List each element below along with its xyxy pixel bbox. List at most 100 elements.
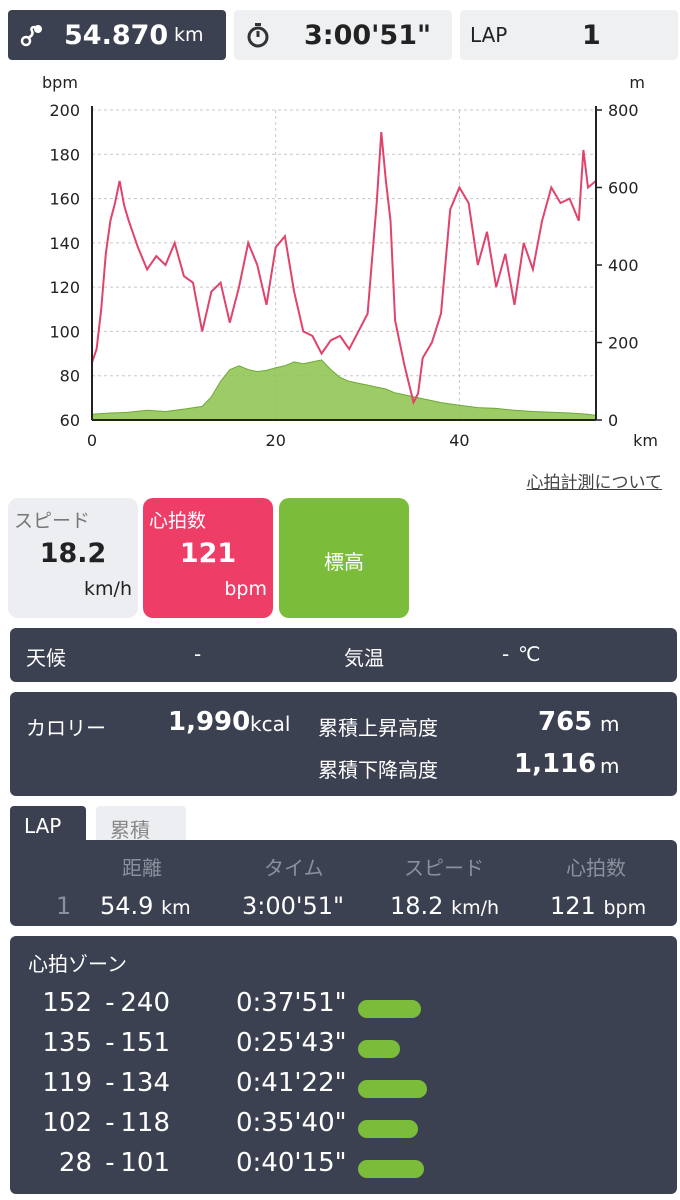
- x-tick: 40: [449, 431, 469, 450]
- header-time: タイム: [264, 856, 324, 880]
- descent-value: 1,116: [514, 749, 597, 779]
- y-tick-left: 200: [49, 101, 80, 120]
- weather-card: 天候 - 気温 - ℃: [10, 628, 677, 682]
- speed-label: スピード: [14, 510, 91, 532]
- zone-bar: [358, 1160, 424, 1178]
- totals-card: カロリー 1,990 kcal 累積上昇高度 765 m 累積下降高度 1,11…: [10, 692, 677, 796]
- hr-zone-row: 119-134 0:41'22": [10, 1068, 677, 1108]
- hr-zone-row: 102-118 0:35'40": [10, 1108, 677, 1148]
- lap-stat: LAP 1: [460, 10, 678, 60]
- zone-time: 0:25'43": [236, 1028, 347, 1058]
- lap-distance: 54.9 km: [100, 892, 191, 920]
- lap-speed-unit: km/h: [451, 897, 500, 919]
- zone-separator: -: [105, 1068, 115, 1098]
- zone-high: 240: [120, 988, 170, 1018]
- y-tick-right: 0: [608, 411, 618, 430]
- heart-rate-tile[interactable]: 心拍数 121 bpm: [143, 498, 273, 618]
- hr-zone-row: 152-240 0:37'51": [10, 988, 677, 1028]
- zone-high: 101: [120, 1148, 170, 1178]
- lap-hr: 121 bpm: [550, 892, 646, 920]
- y-axis-label-left: bpm: [42, 73, 78, 92]
- zone-bar: [358, 1120, 418, 1138]
- y-axis-label-right: m: [629, 73, 645, 92]
- zone-low: 119: [42, 1068, 92, 1098]
- header-speed: スピード: [404, 856, 484, 880]
- y-tick-right: 200: [608, 334, 639, 353]
- zone-separator: -: [105, 1108, 115, 1138]
- lap-table: 距離 タイム スピード 心拍数 1 54.9 km 3:00'51" 18.2 …: [10, 840, 677, 926]
- lap-distance-value: 54.9: [100, 892, 154, 920]
- hr-unit: bpm: [224, 578, 267, 600]
- y-tick-left: 120: [49, 278, 80, 297]
- zone-bar: [358, 1080, 427, 1098]
- lap-value: 1: [582, 20, 601, 51]
- temp-label: 気温: [344, 646, 384, 670]
- zone-high: 118: [120, 1108, 170, 1138]
- x-tick: 20: [266, 431, 286, 450]
- x-tick: 0: [87, 431, 97, 450]
- descent-unit: m: [600, 754, 620, 778]
- hr-zone-row: 28-101 0:40'15": [10, 1148, 677, 1188]
- calorie-unit: kcal: [250, 712, 291, 736]
- y-tick-right: 400: [608, 256, 639, 275]
- time-value: 3:00'51": [304, 20, 432, 51]
- y-tick-left: 60: [60, 411, 80, 430]
- ascent-value: 765: [538, 707, 593, 737]
- y-tick-left: 140: [49, 234, 80, 253]
- hr-value: 121: [179, 538, 237, 569]
- temp-unit: ℃: [518, 642, 541, 666]
- y-tick-left: 180: [49, 145, 80, 164]
- hr-zones-card: 心拍ゾーン 152-240 0:37'51" 135-151 0:25'43" 119-…: [10, 936, 677, 1194]
- zone-bar: [358, 1000, 421, 1018]
- speed-unit: km/h: [84, 578, 132, 600]
- distance-stat: 54.870 km: [8, 10, 226, 60]
- zone-separator: -: [105, 1028, 115, 1058]
- tab-lap[interactable]: LAP: [10, 806, 86, 842]
- zone-separator: -: [105, 1148, 115, 1178]
- temp-value: -: [502, 642, 510, 666]
- hr-zone-row: 135-151 0:25'43": [10, 1028, 677, 1068]
- zone-time: 0:40'15": [236, 1148, 347, 1178]
- ascent-label: 累積上昇高度: [318, 716, 438, 740]
- lap-distance-unit: km: [161, 897, 191, 919]
- summary-bar: 54.870 km 3:00'51" LAP 1: [0, 0, 680, 64]
- hr-label: 心拍数: [149, 510, 207, 532]
- lap-hr-value: 121: [550, 892, 596, 920]
- weather-label: 天候: [26, 646, 66, 670]
- speed-value: 18.2: [39, 538, 107, 569]
- y-tick-left: 100: [49, 322, 80, 341]
- time-stat: 3:00'51": [234, 10, 452, 60]
- lap-hr-unit: bpm: [603, 897, 647, 919]
- zone-time: 0:41'22": [236, 1068, 347, 1098]
- tab-total[interactable]: 累積: [96, 806, 186, 842]
- altitude-label: 標高: [324, 550, 364, 574]
- zone-time: 0:37'51": [236, 988, 347, 1018]
- hr-elevation-chart: 200 180 160 140 120 100 80 60 0 20 40 800 600 400 200 0…: [0, 66, 680, 456]
- zone-high: 151: [120, 1028, 170, 1058]
- y-tick-right: 600: [608, 179, 639, 198]
- y-tick-right: 800: [608, 101, 639, 120]
- zone-bar: [358, 1040, 400, 1058]
- distance-value: 54.870: [64, 20, 169, 51]
- calorie-value: 1,990: [168, 707, 251, 737]
- weather-value: -: [194, 642, 202, 666]
- header-hr: 心拍数: [566, 856, 626, 880]
- zone-low: 28: [58, 1148, 92, 1178]
- lap-label: LAP: [470, 23, 508, 47]
- x-axis-label: km: [633, 431, 658, 450]
- ascent-unit: m: [600, 712, 620, 736]
- zone-low: 152: [42, 988, 92, 1018]
- zone-high: 134: [120, 1068, 170, 1098]
- route-icon: [20, 25, 42, 47]
- hr-measurement-link[interactable]: 心拍計測について: [526, 473, 663, 493]
- distance-unit: km: [174, 24, 204, 46]
- altitude-tile[interactable]: 標高: [279, 498, 409, 618]
- header-distance: 距離: [122, 856, 162, 880]
- zone-separator: -: [105, 988, 115, 1018]
- calorie-label: カロリー: [26, 716, 106, 740]
- speed-tile[interactable]: スピード 18.2 km/h: [8, 498, 138, 618]
- zone-low: 102: [42, 1108, 92, 1138]
- elevation-area: [91, 359, 597, 421]
- zone-time: 0:35'40": [236, 1108, 347, 1138]
